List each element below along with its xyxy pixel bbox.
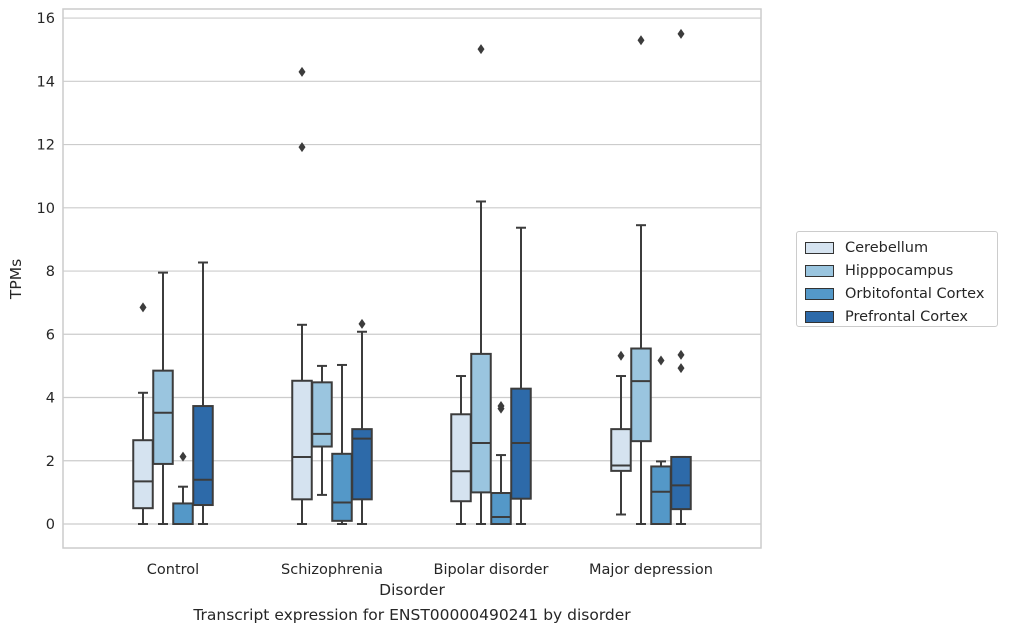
outlier-point — [179, 451, 187, 462]
box-iqr — [490, 492, 512, 525]
box-iqr — [450, 413, 472, 503]
legend-label: Hipppocampus — [845, 262, 954, 279]
box-2-2 — [490, 401, 512, 525]
x-tick-label-1: Schizophrenia — [281, 562, 383, 578]
box-1-0 — [291, 66, 313, 525]
y-tick-label-14: 14 — [37, 74, 55, 90]
box-iqr — [152, 369, 174, 465]
outlier-point — [677, 363, 685, 374]
box-0-3 — [192, 261, 214, 525]
x-axis-label: Disorder — [379, 581, 445, 599]
y-tick-label-8: 8 — [46, 264, 55, 280]
outlier-point — [637, 35, 645, 46]
box-3-0 — [610, 350, 632, 516]
plot-frame — [62, 8, 762, 549]
x-tick-label-3: Major depression — [589, 562, 713, 578]
legend-label: Cerebellum — [845, 239, 929, 256]
outlier-point — [358, 318, 366, 329]
box-2-0 — [450, 375, 472, 525]
outlier-point — [677, 349, 685, 360]
plot-border — [62, 8, 762, 549]
box-iqr — [291, 379, 313, 501]
legend-swatch — [805, 241, 834, 254]
legend-item-3: Prefrontal Cortex — [805, 305, 997, 328]
y-tick-label-0: 0 — [46, 517, 55, 533]
box-iqr — [351, 428, 373, 501]
box-iqr — [630, 347, 652, 443]
legend-swatch — [805, 287, 834, 300]
y-tick-labels: 0 2 4 6 8 10 12 14 16 — [37, 11, 55, 533]
box-2-3 — [510, 226, 532, 525]
legend-item-2: Orbitofontal Cortex — [805, 282, 997, 305]
legend-swatch — [805, 310, 834, 323]
box-0-2 — [172, 451, 194, 525]
box-0-1 — [152, 271, 174, 525]
x-tick-label-0: Control — [147, 562, 199, 578]
outlier-point — [657, 355, 665, 366]
y-tick-label-12: 12 — [37, 138, 55, 154]
y-tick-label-2: 2 — [46, 454, 55, 470]
box-3-3 — [670, 28, 692, 525]
box-iqr — [470, 352, 492, 494]
box-3-2 — [650, 355, 672, 525]
legend-label: Prefrontal Cortex — [845, 308, 968, 325]
box-1-3 — [351, 318, 373, 525]
box-0-0 — [132, 302, 154, 525]
box-iqr — [311, 381, 333, 448]
outlier-point — [298, 66, 306, 77]
y-tick-label-10: 10 — [37, 201, 55, 217]
y-tick-label-16: 16 — [37, 11, 55, 27]
box-iqr — [670, 455, 692, 511]
box-groups — [132, 28, 692, 525]
y-axis-label: TPMs — [7, 259, 25, 300]
legend-label: Orbitofontal Cortex — [845, 285, 985, 302]
outlier-point — [139, 302, 147, 313]
y-tick-label-4: 4 — [46, 391, 55, 407]
legend-item-0: Cerebellum — [805, 236, 997, 259]
legend: Cerebellum Hipppocampus Orbitofontal Corte… — [796, 231, 998, 327]
x-tick-labels: Control Schizophrenia Bipolar disorder Majo… — [147, 562, 713, 578]
box-3-1 — [630, 35, 652, 525]
box-1-1 — [311, 364, 333, 496]
box-iqr — [331, 452, 353, 522]
y-tick-label-6: 6 — [46, 327, 55, 343]
outlier-point — [477, 44, 485, 55]
box-iqr — [172, 502, 194, 525]
box-iqr — [132, 439, 154, 510]
y-gridlines — [63, 17, 761, 525]
box-1-2 — [331, 363, 353, 525]
outlier-point — [677, 28, 685, 39]
box-2-1 — [470, 44, 492, 525]
outlier-point — [497, 401, 505, 412]
box-iqr — [192, 405, 214, 507]
legend-item-1: Hipppocampus — [805, 259, 997, 282]
outlier-point — [298, 142, 306, 153]
figure-caption: Transcript expression for ENST0000049024… — [193, 606, 631, 624]
box-iqr — [650, 465, 672, 525]
x-tick-label-2: Bipolar disorder — [434, 562, 549, 578]
legend-swatch — [805, 264, 834, 277]
box-iqr — [610, 428, 632, 472]
outlier-point — [617, 350, 625, 361]
